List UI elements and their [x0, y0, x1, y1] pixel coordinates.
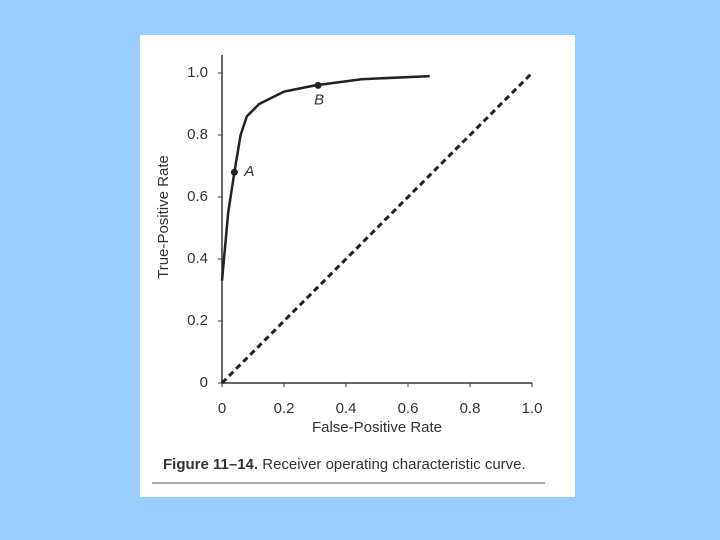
y-tick-label: 0.6	[187, 188, 208, 205]
point-label: A	[243, 163, 254, 180]
x-tick-label: 0.8	[460, 400, 481, 417]
roc-curve	[220, 74, 430, 281]
y-tick-label: 1.0	[187, 64, 208, 81]
x-axis-label: False-Positive Rate	[312, 419, 442, 436]
y-tick-label: 0.4	[187, 250, 208, 267]
x-tick-label: 1.0	[522, 400, 543, 417]
y-tick-label: 0.8	[187, 126, 208, 143]
x-tick-label: 0.2	[274, 400, 295, 417]
y-tick-label: 0	[200, 374, 208, 391]
caption-label: Figure 11–14.	[163, 456, 258, 473]
x-tick-label: 0.4	[336, 400, 357, 417]
operating-point	[230, 168, 238, 176]
caption: Figure 11–14. Receiver operating charact…	[163, 456, 526, 473]
operating-point	[314, 81, 322, 89]
caption-text: Receiver operating characteristic curve.	[262, 456, 525, 473]
point-label: B	[314, 91, 324, 108]
x-tick-label: 0.6	[398, 400, 419, 417]
figure-panel	[140, 35, 575, 497]
reference-line	[220, 71, 534, 385]
y-tick-label: 0.2	[187, 312, 208, 329]
x-tick-label: 0	[218, 400, 226, 417]
y-axis-label: True-Positive Rate	[155, 155, 172, 279]
